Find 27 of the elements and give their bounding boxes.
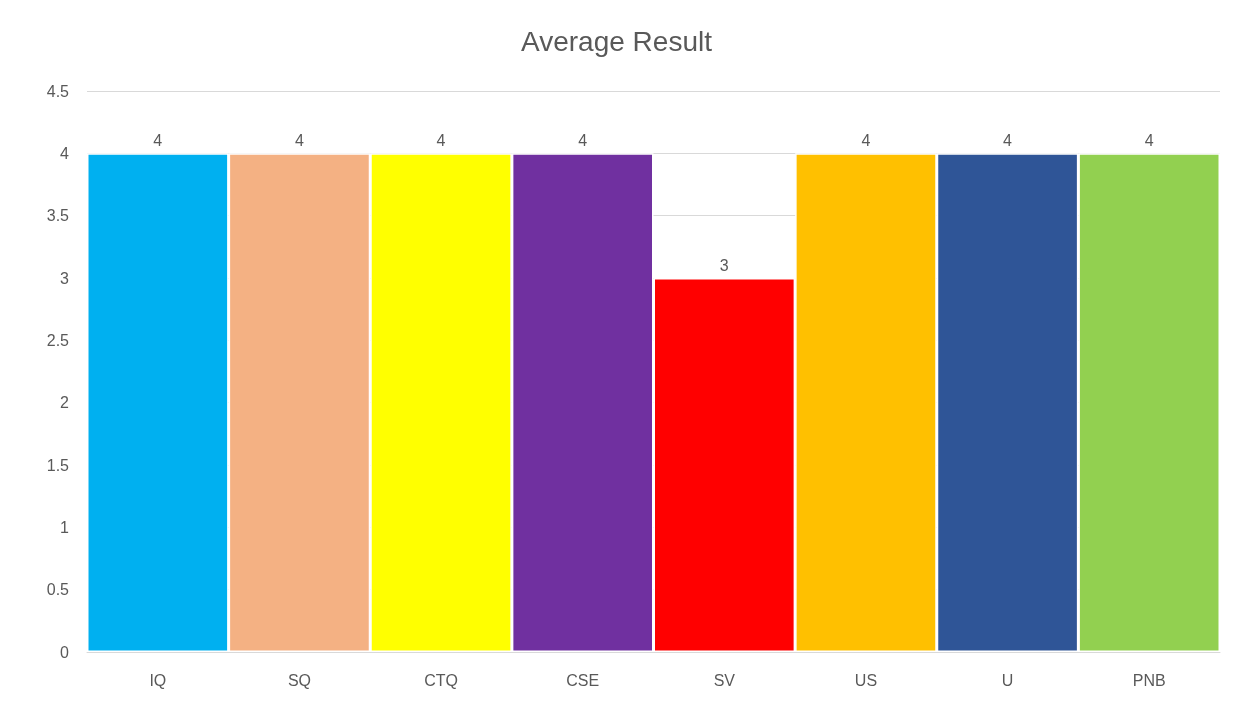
y-tick-label: 0 <box>60 643 70 661</box>
x-tick-label: SQ <box>287 671 311 689</box>
data-label: 4 <box>578 131 588 149</box>
x-tick-label: CTQ <box>424 671 458 689</box>
x-tick-label: CSE <box>566 671 600 689</box>
x-tick-label: IQ <box>149 671 167 689</box>
data-label: 4 <box>294 131 304 149</box>
data-label: 4 <box>1144 131 1154 149</box>
y-tick-label: 0.5 <box>46 581 70 599</box>
y-tick-label: 4.5 <box>46 82 70 100</box>
data-label: 4 <box>436 131 446 149</box>
y-tick-label: 3 <box>60 269 70 287</box>
data-label: 4 <box>861 131 871 149</box>
y-tick-label: 4 <box>60 144 70 162</box>
data-label: 3 <box>719 256 729 274</box>
y-tick-label: 3.5 <box>46 207 70 225</box>
data-label: 4 <box>1003 131 1013 149</box>
x-tick-label: PNB <box>1132 671 1166 689</box>
x-tick-label: U <box>1001 671 1014 689</box>
chart-title: Average Result <box>521 25 713 57</box>
data-label: 4 <box>153 131 163 149</box>
y-tick-label: 1.5 <box>46 456 70 474</box>
y-tick-label: 2 <box>60 394 70 412</box>
x-tick-label: US <box>854 671 878 689</box>
x-tick-label: SV <box>713 671 736 689</box>
y-tick-label: 1 <box>60 518 70 536</box>
y-tick-label: 2.5 <box>46 331 70 349</box>
